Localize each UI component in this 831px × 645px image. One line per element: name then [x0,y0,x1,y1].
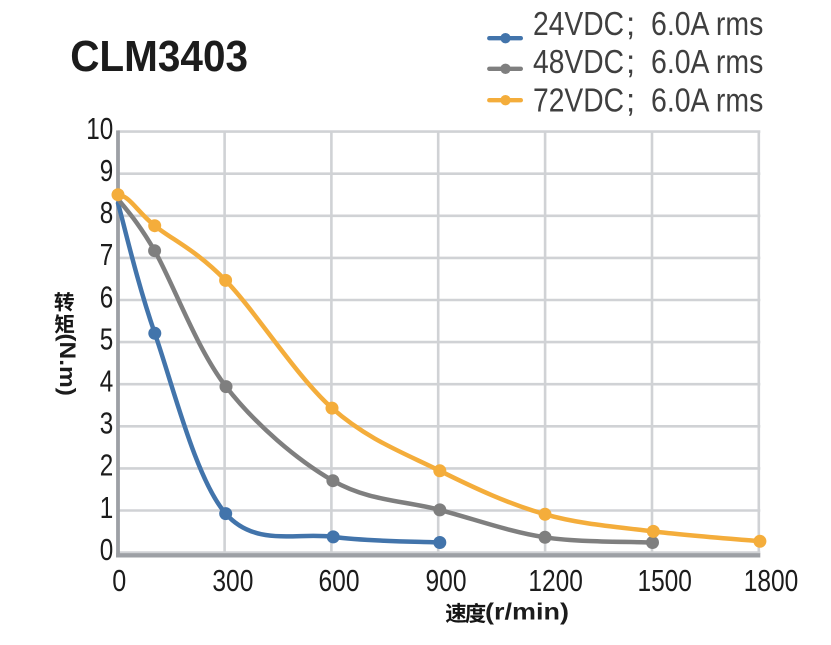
svg-text:(N.m): (N.m) [55,333,80,396]
svg-text:6.0A rms: 6.0A rms [651,81,763,118]
svg-text:72VDC: 72VDC [533,81,624,118]
svg-text:;: ; [626,43,635,80]
svg-text:900: 900 [426,564,467,598]
svg-text:48VDC: 48VDC [533,43,624,80]
svg-text:3: 3 [100,407,114,441]
svg-text:10: 10 [86,112,113,146]
svg-text:6.0A rms: 6.0A rms [651,5,763,42]
svg-text:4: 4 [100,365,114,399]
svg-text:300: 300 [212,564,253,598]
svg-text:6.0A rms: 6.0A rms [651,43,763,80]
svg-text:24VDC: 24VDC [533,5,624,42]
svg-text:6: 6 [100,280,114,314]
svg-text:2: 2 [100,449,114,483]
svg-text:1800: 1800 [744,564,799,598]
svg-text:1200: 1200 [528,564,583,598]
svg-text:1: 1 [100,491,114,525]
svg-text:;: ; [626,81,635,118]
svg-text:CLM3403: CLM3403 [70,33,248,81]
svg-text:(r/min): (r/min) [485,599,569,625]
svg-text:8: 8 [100,196,114,230]
svg-text:5: 5 [100,322,114,356]
svg-text:7: 7 [100,238,114,272]
svg-text:600: 600 [319,564,360,598]
svg-text:0: 0 [100,533,114,567]
svg-text:1500: 1500 [637,564,692,598]
svg-text:;: ; [626,5,635,42]
svg-text:9: 9 [100,154,114,188]
svg-text:0: 0 [112,564,126,598]
